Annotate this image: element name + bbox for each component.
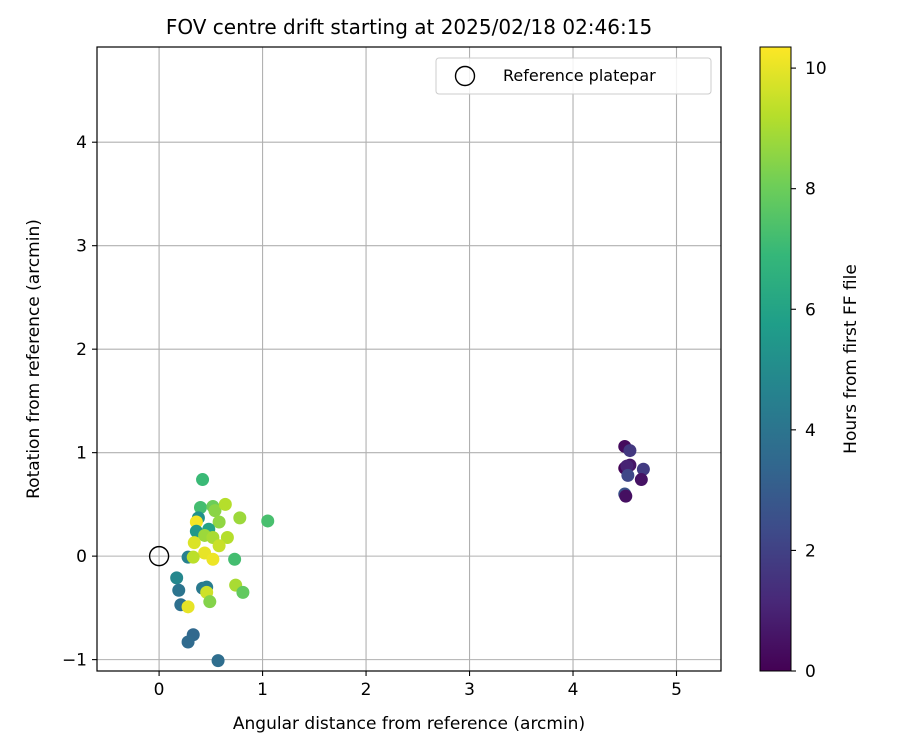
x-tick-label: 2 — [361, 680, 372, 700]
y-tick-label: 1 — [76, 444, 87, 464]
x-axis-label: Angular distance from reference (arcmin) — [233, 714, 585, 734]
colorbar-tick-label: 0 — [805, 662, 816, 682]
chart-title: FOV centre drift starting at 2025/02/18 … — [166, 15, 652, 39]
data-point — [236, 585, 250, 599]
legend: Reference platepar — [435, 57, 712, 95]
colorbar-tick-label: 2 — [805, 541, 816, 561]
data-point — [218, 497, 232, 511]
y-tick-label: 0 — [76, 547, 87, 567]
reference-marker — [148, 545, 170, 567]
data-point — [170, 571, 184, 585]
x-axis-ticks: 0 1 2 3 4 5 — [154, 671, 682, 700]
grid — [97, 47, 721, 671]
y-axis-label: Rotation from reference (arcmin) — [24, 219, 44, 499]
x-tick-label: 3 — [464, 680, 475, 700]
plot-area: 0 1 2 3 4 5 −1 0 1 2 3 4 — [62, 46, 722, 700]
colorbar: 0 2 4 6 8 10 Hours from first FF file — [759, 46, 861, 682]
legend-box — [435, 57, 712, 95]
data-point — [206, 552, 220, 566]
data-point — [189, 515, 203, 529]
data-point — [181, 635, 195, 649]
data-point — [208, 504, 222, 518]
x-tick-label: 1 — [257, 680, 268, 700]
colorbar-tick-label: 8 — [805, 180, 816, 200]
data-point — [211, 654, 225, 668]
data-point — [233, 511, 247, 525]
data-point — [172, 583, 186, 597]
x-tick-label: 0 — [154, 680, 165, 700]
x-tick-label: 4 — [568, 680, 579, 700]
data-point — [634, 473, 648, 487]
legend-entry-reference: Reference platepar — [503, 66, 656, 85]
data-point — [203, 595, 217, 609]
colorbar-tick-label: 4 — [805, 421, 816, 441]
colorbar-tick-label: 10 — [805, 59, 827, 79]
colorbar-ticks: 0 2 4 6 8 10 — [791, 59, 827, 682]
colorbar-gradient — [759, 46, 792, 672]
data-point — [181, 600, 195, 614]
data-point — [220, 531, 234, 545]
colorbar-label: Hours from first FF file — [841, 264, 861, 454]
data-points — [170, 439, 650, 668]
y-axis-ticks: −1 0 1 2 3 4 — [62, 133, 97, 671]
data-point — [196, 473, 210, 487]
y-tick-label: 2 — [76, 340, 87, 360]
data-point — [212, 515, 226, 529]
data-point — [261, 514, 275, 528]
y-tick-label: −1 — [62, 651, 87, 671]
data-point — [621, 468, 635, 482]
x-tick-label: 5 — [671, 680, 682, 700]
data-point — [623, 444, 637, 458]
data-point — [619, 489, 633, 503]
data-point — [212, 539, 226, 553]
legend-reference-marker — [454, 65, 476, 87]
data-point — [228, 552, 242, 566]
data-point — [636, 462, 650, 476]
colorbar-tick-label: 6 — [805, 300, 816, 320]
data-point — [187, 536, 201, 550]
data-point — [186, 550, 200, 564]
y-tick-label: 4 — [76, 133, 87, 153]
plot-frame — [96, 46, 722, 672]
data-point — [193, 500, 207, 514]
y-tick-label: 3 — [76, 237, 87, 257]
